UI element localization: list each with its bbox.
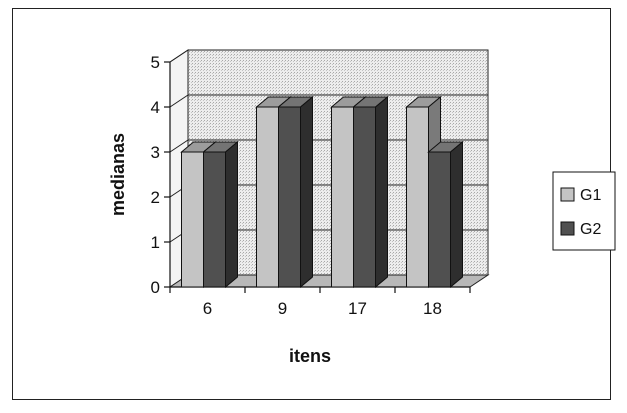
- bar-G2-17: [352, 95, 389, 289]
- gridline-side: [169, 94, 189, 108]
- gridline-side: [169, 139, 189, 153]
- bars: [180, 95, 464, 289]
- x-tick-label: 18: [423, 299, 442, 318]
- x-tick-label: 17: [348, 299, 367, 318]
- bar-front: [428, 151, 451, 288]
- bar-front: [256, 106, 279, 288]
- bar-front: [203, 151, 226, 288]
- y-tick-label: 4: [151, 98, 160, 117]
- legend-label-G2: G2: [580, 221, 601, 238]
- bar-front: [406, 106, 429, 288]
- legend-swatch-G1: [560, 187, 575, 202]
- x-tick-label: 9: [278, 299, 287, 318]
- axes: 0 1 2 3 4 5 6 9 17 18: [151, 53, 471, 318]
- x-tick-label: 6: [203, 299, 212, 318]
- legend-swatch-G2: [560, 221, 575, 236]
- y-tick-label: 3: [151, 143, 160, 162]
- bar-front: [181, 151, 204, 288]
- bar-front: [278, 106, 301, 288]
- y-tick-label: 2: [151, 188, 160, 207]
- x-axis-title: itens: [289, 346, 331, 366]
- bar-side: [300, 95, 313, 289]
- bar-side: [375, 95, 388, 289]
- bar-G2-9: [277, 95, 314, 289]
- y-tick-label: 5: [151, 53, 160, 72]
- legend: G1 G2: [552, 171, 616, 251]
- bar-side: [225, 140, 238, 289]
- bar-front: [353, 106, 376, 288]
- bar-G2-18: [427, 140, 464, 289]
- bar-side: [450, 140, 463, 289]
- y-tick-label: 1: [151, 233, 160, 252]
- y-tick-label: 0: [151, 278, 160, 297]
- gridline-side: [169, 49, 189, 63]
- legend-label-G1: G1: [580, 187, 601, 204]
- labels: medianas itens: [108, 133, 331, 366]
- bar-G2-6: [202, 140, 239, 289]
- bar-front: [331, 106, 354, 288]
- y-axis-title: medianas: [108, 133, 128, 216]
- legend-box: [552, 171, 616, 251]
